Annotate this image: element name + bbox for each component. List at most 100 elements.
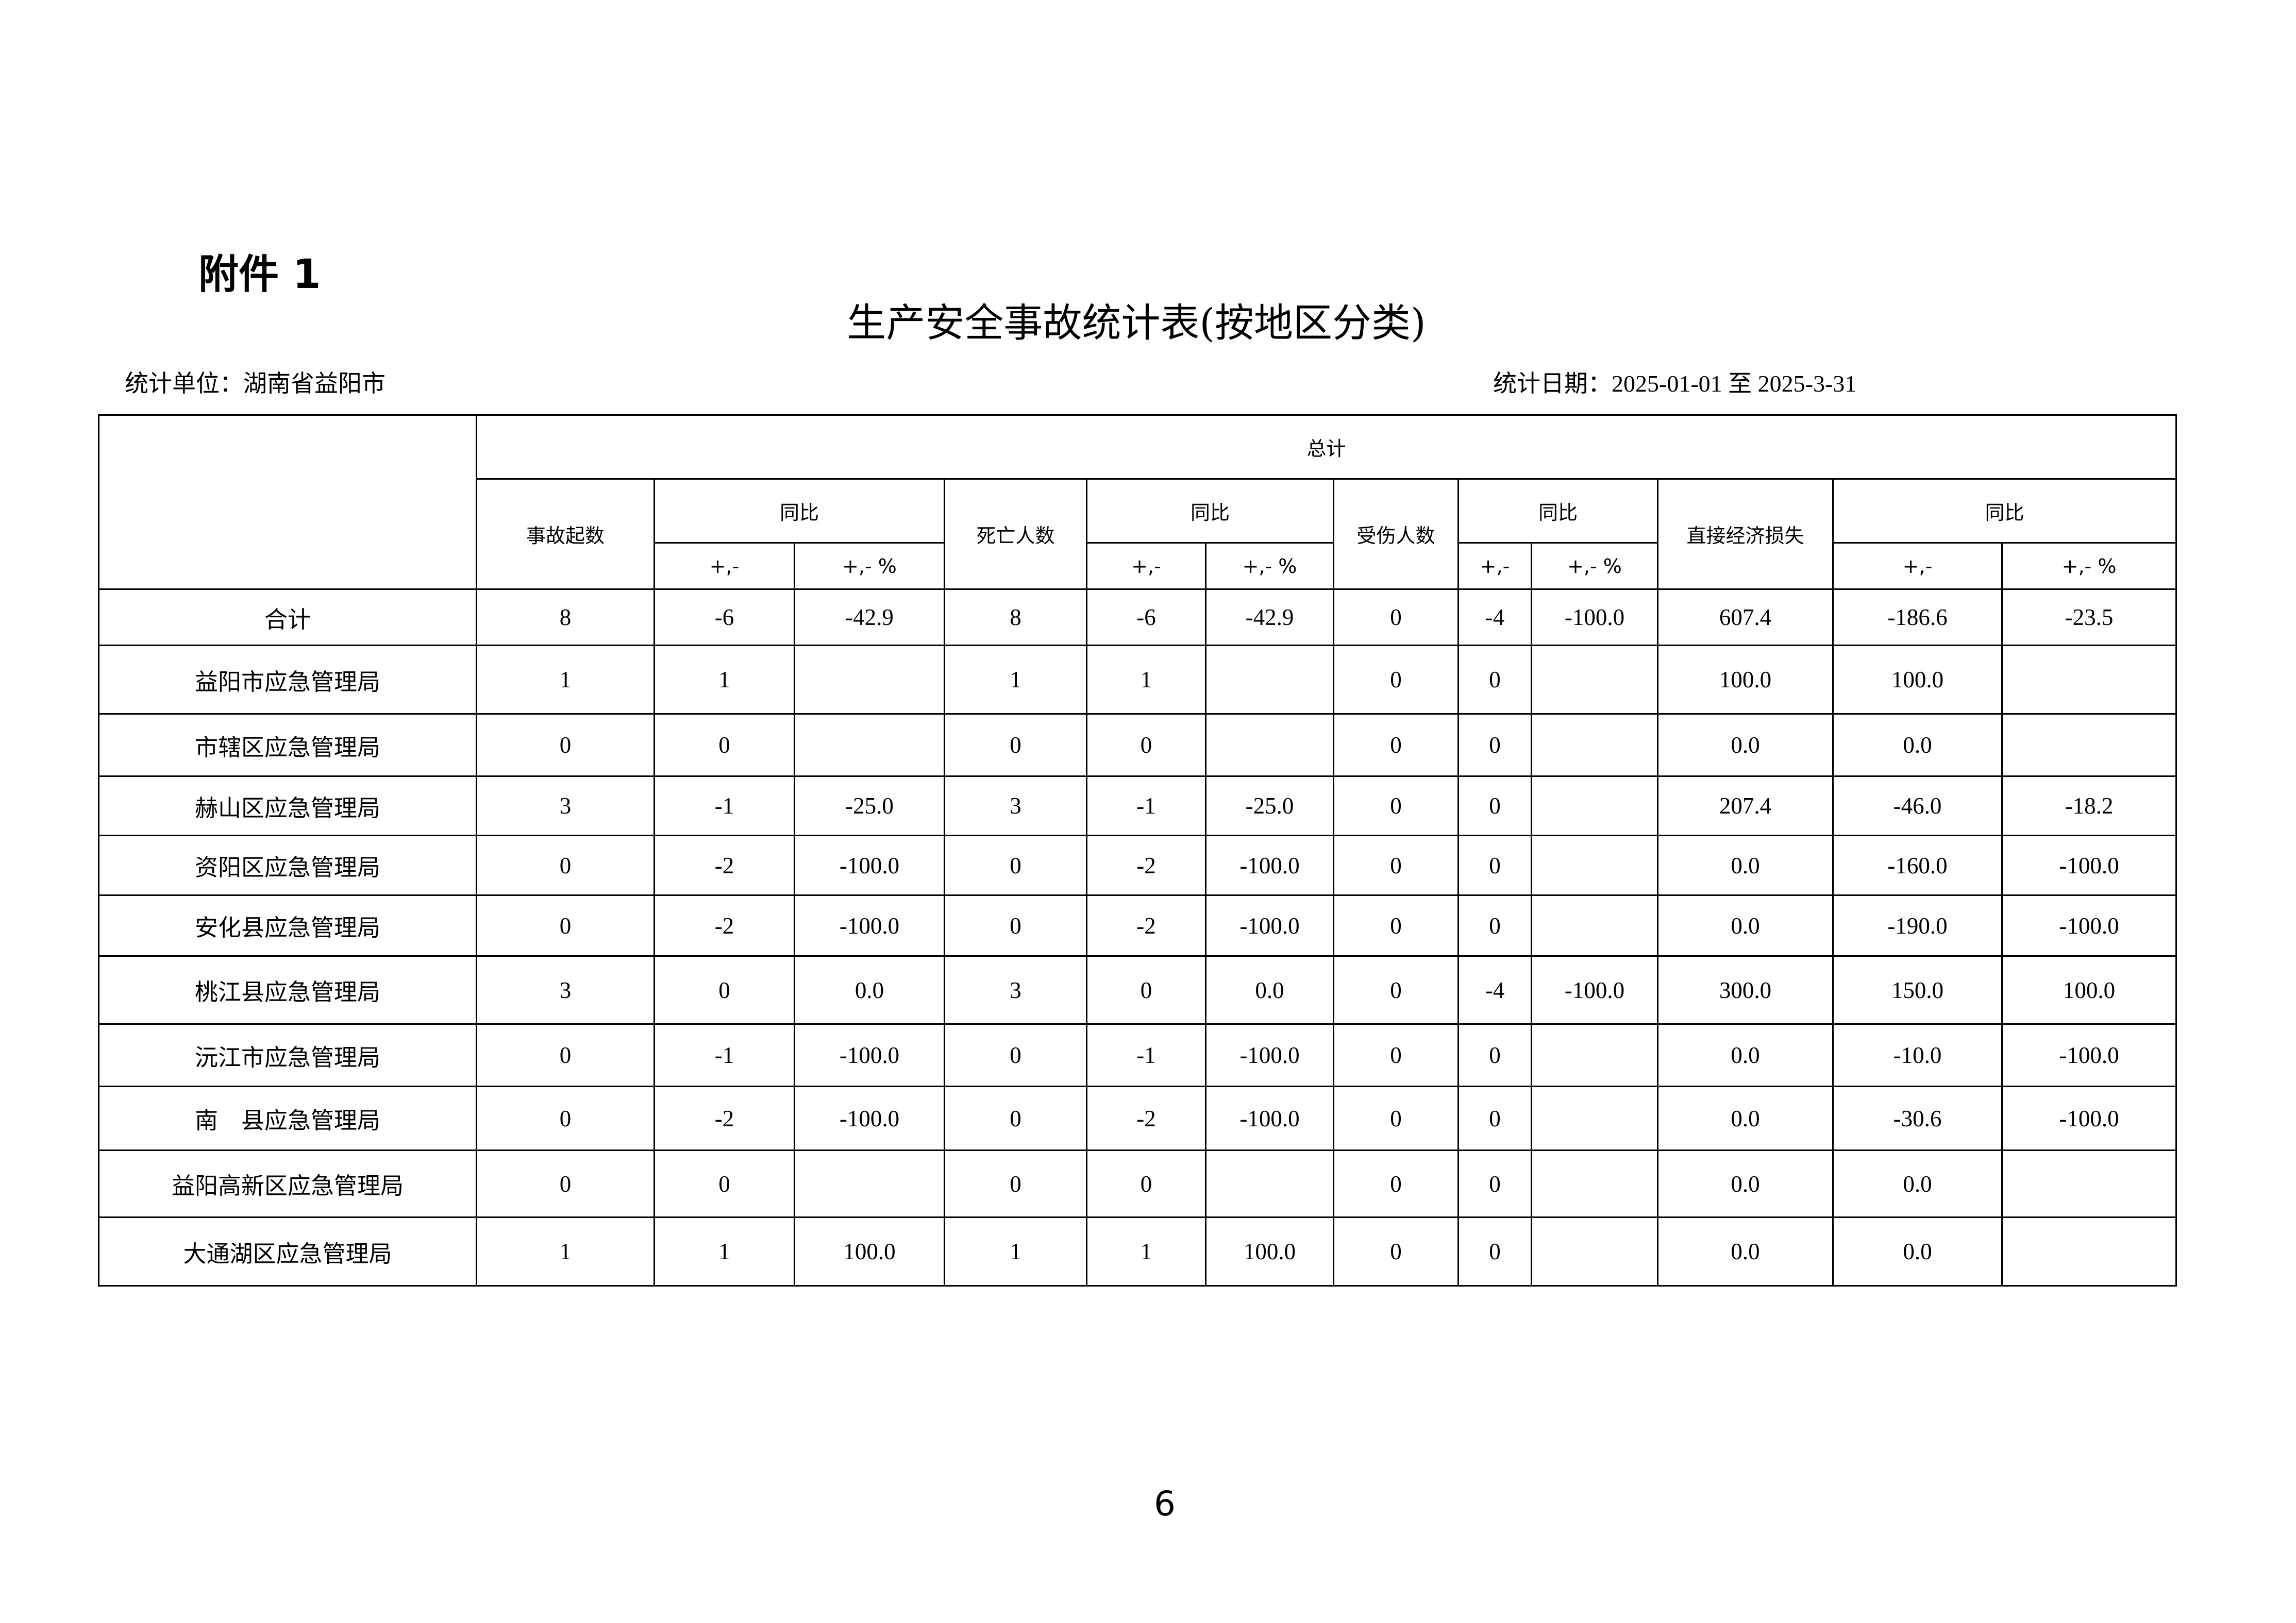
value-cell: [1531, 894, 1658, 957]
value-cell: [2001, 645, 2177, 715]
attachment-label: 附件 1: [198, 251, 321, 298]
value-cell: [1531, 1086, 1658, 1151]
table-row: 益阳高新区应急管理局 0 0 0 0 0 0 0.0 0.0: [98, 1149, 2177, 1218]
value-cell: 0.0: [1657, 835, 1834, 896]
value-cell: [1531, 775, 1658, 836]
value-cell: -100.0: [1531, 955, 1658, 1025]
value-cell: -23.5: [2001, 588, 2177, 646]
value-cell: 0: [1333, 955, 1459, 1025]
table-row: 合计 8 -6 -42.9 8 -6 -42.9 0 -4 -100.0 607.4 -186.6 -2…: [98, 588, 2177, 646]
region-name-cell: 南 县应急管理局: [98, 1086, 477, 1151]
value-cell: 100.0: [1832, 645, 2003, 715]
value-cell: 207.4: [1657, 775, 1834, 836]
value-cell: -25.0: [1205, 775, 1334, 836]
value-cell: 1: [1086, 1216, 1206, 1287]
value-cell: -1: [653, 1023, 795, 1087]
value-cell: 0.0: [1832, 1149, 2003, 1218]
value-cell: -100.0: [2001, 1023, 2177, 1087]
value-cell: 3: [944, 955, 1087, 1025]
diff-pct-header: +,- %: [1205, 542, 1334, 590]
value-cell: 0: [944, 894, 1087, 957]
value-cell: 0: [1457, 645, 1532, 715]
value-cell: 0: [1457, 894, 1532, 957]
value-cell: 0: [1457, 775, 1532, 836]
value-cell: 0: [1457, 1216, 1532, 1287]
table-row: 沅江市应急管理局 0 -1 -100.0 0 -1 -100.0 0 0 0.0 -10.0 -100…: [98, 1023, 2177, 1087]
value-cell: 0: [944, 1149, 1087, 1218]
value-cell: -100.0: [2001, 894, 2177, 957]
diff-pct-header: +,- %: [794, 542, 945, 590]
stat-unit: 统计单位：湖南省益阳市: [125, 370, 386, 397]
table-row: 市辖区应急管理局 0 0 0 0 0 0 0.0 0.0: [98, 713, 2177, 777]
value-cell: [1531, 835, 1658, 896]
value-cell: -100.0: [2001, 1086, 2177, 1151]
value-cell: 1: [944, 1216, 1087, 1287]
value-cell: [2001, 713, 2177, 777]
value-cell: -30.6: [1832, 1086, 2003, 1151]
value-cell: -100.0: [1205, 1023, 1334, 1087]
value-cell: 0: [1457, 713, 1532, 777]
value-cell: 0.0: [1832, 713, 2003, 777]
table-row: 桃江县应急管理局 3 0 0.0 3 0 0.0 0 -4 -100.0 300.0 150.0 100…: [98, 955, 2177, 1025]
value-cell: 0: [1333, 835, 1459, 896]
region-name-cell: 资阳区应急管理局: [98, 835, 477, 896]
diff-pct-header: +,- %: [1531, 542, 1658, 590]
value-cell: 0: [476, 835, 655, 896]
value-cell: 1: [476, 1216, 655, 1287]
value-cell: [1205, 1149, 1334, 1218]
value-cell: 0: [653, 1149, 795, 1218]
value-cell: 0: [653, 955, 795, 1025]
region-name-cell: 赫山区应急管理局: [98, 775, 477, 836]
value-cell: 0.0: [1832, 1216, 2003, 1287]
injuries-yoy-header: 同比: [1457, 478, 1658, 544]
value-cell: 607.4: [1657, 588, 1834, 646]
value-cell: 1: [944, 645, 1087, 715]
value-cell: 0: [476, 713, 655, 777]
value-cell: 0: [476, 1023, 655, 1087]
value-cell: -100.0: [1531, 588, 1658, 646]
table-row: 大通湖区应急管理局 1 1 100.0 1 1 100.0 0 0 0.0 0.0: [98, 1216, 2177, 1287]
value-cell: 0: [1333, 1149, 1459, 1218]
value-cell: -100.0: [2001, 835, 2177, 896]
value-cell: 0.0: [1205, 955, 1334, 1025]
region-name-cell: 桃江县应急管理局: [98, 955, 477, 1025]
value-cell: 0.0: [1657, 1216, 1834, 1287]
value-cell: 0: [1457, 1023, 1532, 1087]
value-cell: -160.0: [1832, 835, 2003, 896]
table-row: 南 县应急管理局 0 -2 -100.0 0 -2 -100.0 0 0 0.0 -30.6 -100…: [98, 1086, 2177, 1151]
table-row: 安化县应急管理局 0 -2 -100.0 0 -2 -100.0 0 0 0.0 -190.0 -10…: [98, 894, 2177, 957]
value-cell: 0: [944, 1086, 1087, 1151]
region-name-cell: 益阳高新区应急管理局: [98, 1149, 477, 1218]
page-number: 6: [1154, 1484, 1176, 1524]
value-cell: 8: [476, 588, 655, 646]
value-cell: -100.0: [794, 1086, 945, 1151]
value-cell: [2001, 1216, 2177, 1287]
value-cell: 0.0: [1657, 713, 1834, 777]
value-cell: -100.0: [794, 835, 945, 896]
value-cell: -42.9: [794, 588, 945, 646]
value-cell: [794, 645, 945, 715]
value-cell: 100.0: [2001, 955, 2177, 1025]
accident-statistics-table: 总计 事故起数 同比 死亡人数 同比 受伤人数 同比 直接经济损失 同比 +,-…: [98, 414, 2177, 1287]
value-cell: -4: [1457, 588, 1532, 646]
value-cell: 100.0: [1205, 1216, 1334, 1287]
value-cell: -2: [653, 1086, 795, 1151]
value-cell: [2001, 1149, 2177, 1218]
value-cell: 1: [1086, 645, 1206, 715]
diff-header: +,-: [1832, 542, 2003, 590]
value-cell: 0.0: [1657, 1086, 1834, 1151]
value-cell: -2: [653, 894, 795, 957]
value-cell: 0: [1086, 955, 1206, 1025]
region-name-cell: 沅江市应急管理局: [98, 1023, 477, 1087]
value-cell: 150.0: [1832, 955, 2003, 1025]
value-cell: 0: [1333, 775, 1459, 836]
value-cell: -100.0: [1205, 835, 1334, 896]
value-cell: 0: [1457, 1149, 1532, 1218]
table-row: 赫山区应急管理局 3 -1 -25.0 3 -1 -25.0 0 0 207.4 -46.0 -18.…: [98, 775, 2177, 836]
accidents-header: 事故起数: [476, 478, 655, 590]
value-cell: 0: [476, 1149, 655, 1218]
value-cell: 0: [1333, 1216, 1459, 1287]
value-cell: 0.0: [1657, 894, 1834, 957]
table-body: 合计 8 -6 -42.9 8 -6 -42.9 0 -4 -100.0 607.4 -186.6 -2…: [98, 588, 2177, 1287]
value-cell: [1531, 713, 1658, 777]
